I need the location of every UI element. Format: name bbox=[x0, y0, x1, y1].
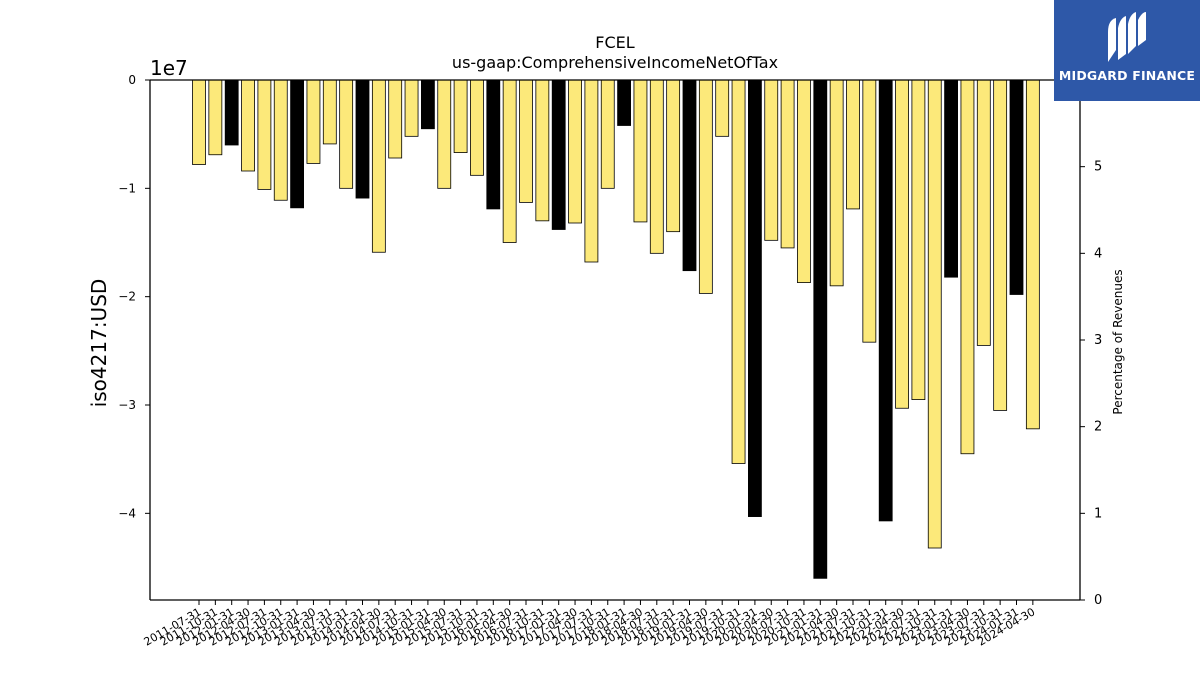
bar-2021-01-31 bbox=[813, 79, 828, 579]
y2-tick-label: 0 bbox=[1094, 593, 1102, 608]
bar-2012-07-31 bbox=[257, 79, 272, 190]
y-tick-label: 0 bbox=[128, 73, 136, 87]
bar-2023-01-31 bbox=[944, 79, 958, 278]
brand-logo: MIDGARD FINANCE bbox=[1054, 0, 1200, 101]
bars-group bbox=[192, 79, 1040, 579]
bar-2018-01-31 bbox=[617, 79, 631, 126]
bar-2020-01-31 bbox=[748, 79, 762, 517]
bar-2014-10-31 bbox=[404, 79, 419, 137]
y2-axis-label: Percentage of Revenues bbox=[1111, 269, 1125, 414]
bar-2016-07-31 bbox=[519, 79, 533, 203]
bar-2022-10-31 bbox=[927, 79, 942, 549]
y2-tick-label: 5 bbox=[1094, 160, 1102, 175]
bar-2014-04-30 bbox=[371, 79, 386, 253]
y-tick-label: −4 bbox=[118, 506, 136, 520]
y2-tick-label: 1 bbox=[1094, 506, 1102, 521]
y2-tick-label: 2 bbox=[1094, 420, 1102, 435]
bar-2012-01-31 bbox=[224, 79, 239, 146]
bar-2011-10-31 bbox=[208, 79, 223, 156]
bar-2021-10-31 bbox=[862, 79, 877, 343]
y2-tick-label: 3 bbox=[1094, 333, 1102, 348]
bar-2017-07-31 bbox=[584, 79, 599, 263]
bar-2018-04-30 bbox=[633, 79, 648, 223]
bar-2015-07-31 bbox=[453, 79, 468, 153]
bar-2020-04-30 bbox=[764, 79, 779, 241]
bar-2015-10-31 bbox=[470, 79, 484, 176]
bar-2014-07-31 bbox=[388, 79, 403, 159]
bar-2019-07-31 bbox=[715, 79, 730, 137]
bar-2012-04-30 bbox=[241, 79, 255, 172]
bar-2023-10-31 bbox=[993, 79, 1008, 411]
x-axis-ticks: 2011-07-312011-10-312012-01-312012-04-30… bbox=[142, 600, 1037, 649]
bar-2020-07-31 bbox=[780, 79, 795, 249]
bar-2018-07-31 bbox=[649, 79, 664, 254]
midgard-logo-icon bbox=[1108, 12, 1146, 62]
bar-2016-04-30 bbox=[502, 79, 517, 243]
bar-2013-10-31 bbox=[339, 79, 354, 189]
bar-2022-07-31 bbox=[911, 79, 926, 400]
y-tick-label: −2 bbox=[118, 290, 136, 304]
bar-2019-04-30 bbox=[698, 79, 713, 294]
bar-2017-10-31 bbox=[600, 79, 615, 189]
bar-2020-10-31 bbox=[797, 79, 811, 283]
logo-text: MIDGARD FINANCE bbox=[1058, 68, 1196, 83]
bar-2019-10-31 bbox=[731, 79, 746, 464]
y-tick-label: −1 bbox=[118, 181, 136, 195]
y-tick-label: −3 bbox=[118, 398, 136, 412]
bar-2018-10-31 bbox=[666, 79, 681, 233]
bar-2011-07-31 bbox=[192, 79, 206, 165]
chart-subtitle: us-gaap:ComprehensiveIncomeNetOfTax bbox=[452, 53, 778, 72]
y2-axis-ticks: 0 1 2 3 4 5 bbox=[1080, 160, 1102, 608]
bar-2017-01-31 bbox=[551, 79, 566, 230]
y-axis-ticks: 0 −1 −2 −3 −4 bbox=[118, 73, 150, 520]
bar-2017-04-30 bbox=[568, 79, 582, 224]
bar-2019-01-31 bbox=[682, 79, 697, 272]
y2-tick-label: 4 bbox=[1094, 246, 1102, 261]
bar-2013-07-31 bbox=[322, 79, 337, 145]
bar-2021-04-30 bbox=[829, 79, 844, 287]
bar-2024-04-30 bbox=[1025, 79, 1040, 430]
bar-2013-04-30 bbox=[306, 79, 321, 164]
bar-2022-01-31 bbox=[878, 79, 893, 522]
bar-2022-04-30 bbox=[895, 79, 909, 409]
bar-2016-01-31 bbox=[486, 79, 501, 210]
y-axis-label: iso4217:USD bbox=[87, 279, 111, 408]
bar-2023-07-31 bbox=[976, 79, 991, 346]
bar-2012-10-31 bbox=[273, 79, 288, 201]
chart-title: FCEL bbox=[595, 33, 634, 52]
bar-2013-01-31 bbox=[290, 79, 305, 209]
bar-2015-04-30 bbox=[437, 79, 452, 189]
y-offset-text: 1e7 bbox=[150, 56, 188, 80]
bar-2014-01-31 bbox=[355, 79, 370, 199]
bar-2015-01-31 bbox=[420, 79, 435, 130]
bar-2023-04-30 bbox=[960, 79, 975, 455]
bar-2016-10-31 bbox=[535, 79, 550, 222]
bar-2024-01-31 bbox=[1009, 79, 1024, 295]
bar-2021-07-31 bbox=[846, 79, 860, 210]
